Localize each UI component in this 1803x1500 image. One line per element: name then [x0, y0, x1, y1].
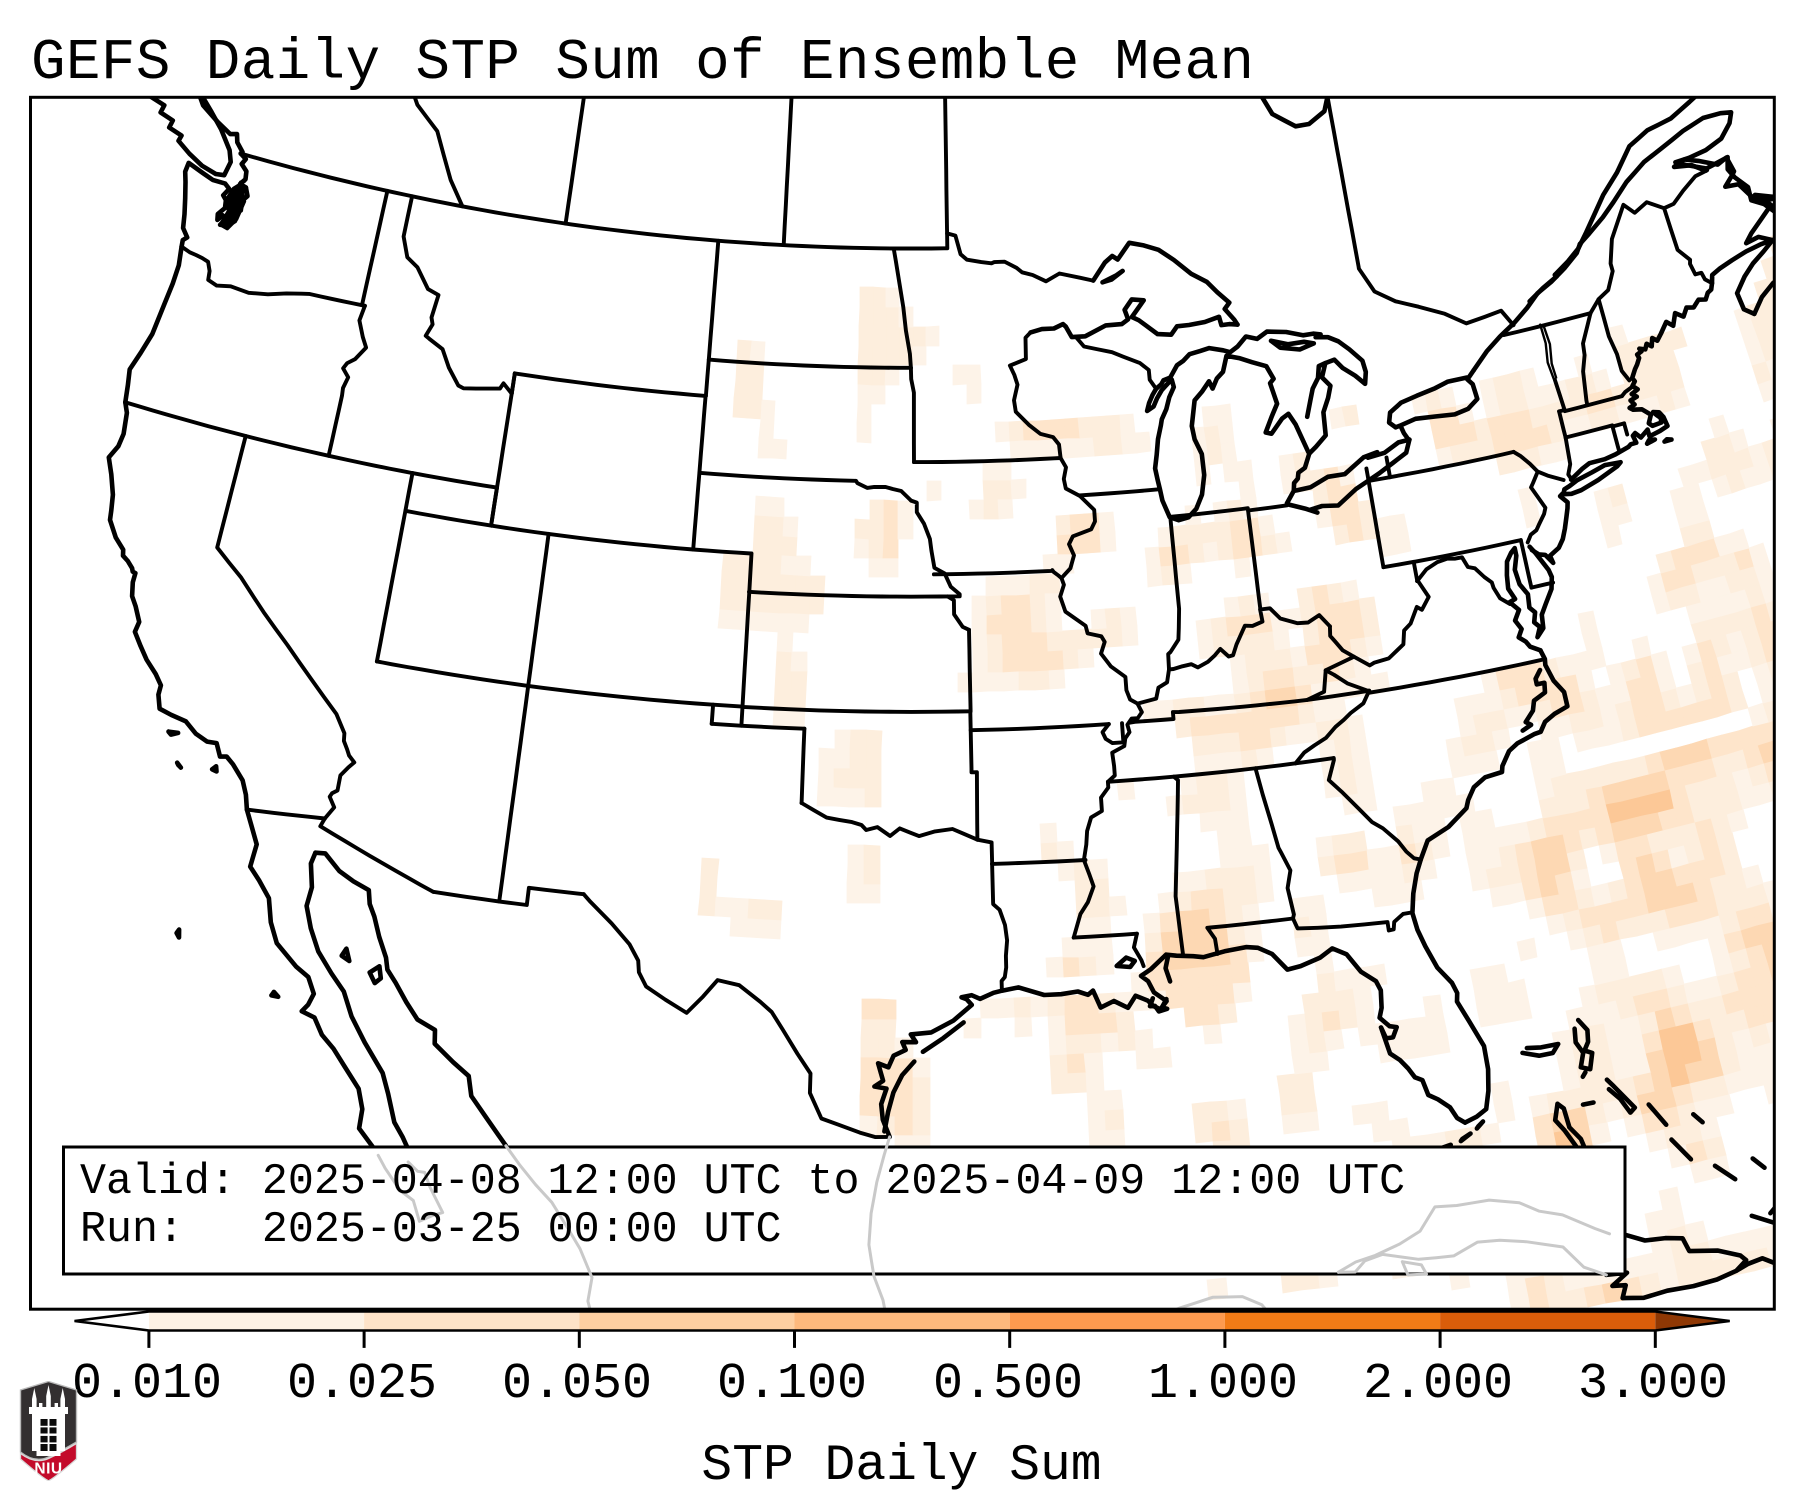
svg-text:NIU: NIU — [34, 1461, 62, 1478]
